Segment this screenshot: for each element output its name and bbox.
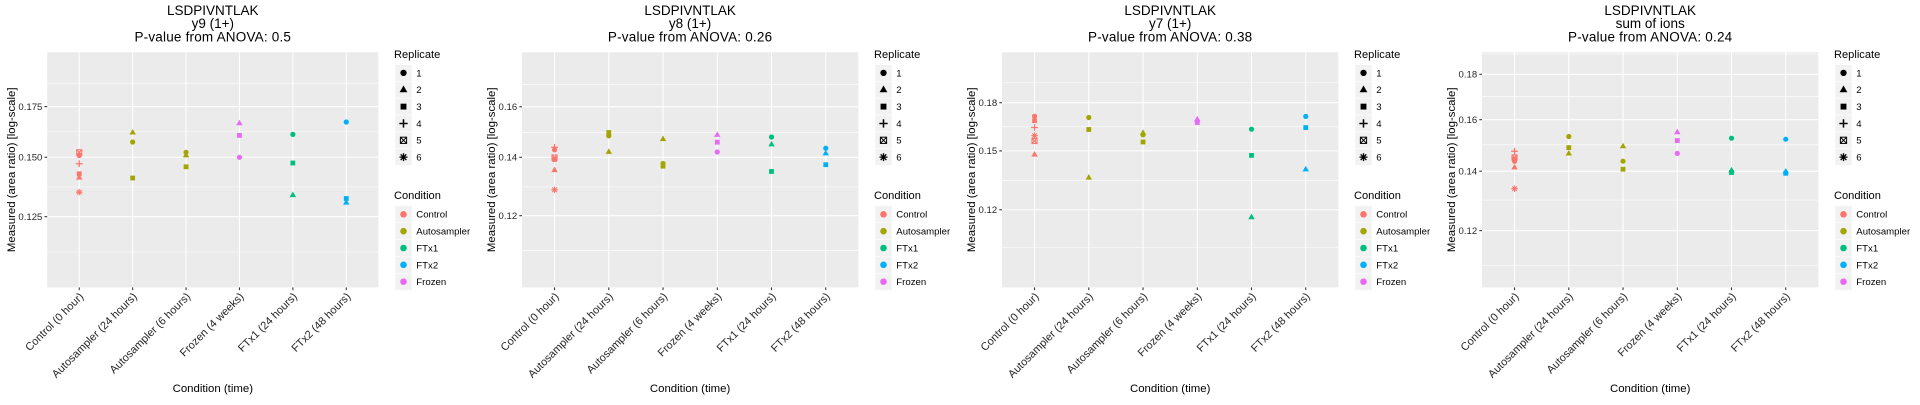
svg-text:5: 5 [896,136,901,147]
svg-text:LSDPIVNTLAK: LSDPIVNTLAK [167,3,259,18]
svg-text:0.18: 0.18 [979,98,998,109]
svg-text:4: 4 [896,119,902,130]
svg-text:Replicate: Replicate [1834,49,1880,61]
svg-text:0.14: 0.14 [1459,167,1478,178]
svg-text:Autosampler: Autosampler [896,227,951,238]
svg-text:3: 3 [1856,102,1861,113]
svg-text:6: 6 [1376,153,1381,164]
svg-text:1: 1 [896,68,901,79]
svg-text:0.14: 0.14 [499,153,518,164]
svg-text:Frozen: Frozen [416,277,446,288]
svg-text:FTx1: FTx1 [1376,243,1398,254]
svg-text:LSDPIVNTLAK: LSDPIVNTLAK [644,3,736,18]
svg-text:FTx1: FTx1 [416,243,438,254]
svg-text:FTx1: FTx1 [896,243,918,254]
svg-text:4: 4 [416,119,422,130]
svg-text:0.16: 0.16 [1459,115,1478,126]
svg-text:6: 6 [416,153,421,164]
svg-text:FTx1: FTx1 [1856,243,1878,254]
svg-text:Replicate: Replicate [1354,49,1400,61]
svg-text:3: 3 [896,102,901,113]
svg-text:Condition: Condition [1834,190,1881,202]
svg-text:0.16: 0.16 [499,102,518,113]
svg-text:Autosampler: Autosampler [416,227,471,238]
svg-text:4: 4 [1376,119,1382,130]
svg-text:1: 1 [1376,68,1381,79]
svg-text:0.12: 0.12 [499,211,518,222]
svg-text:0.12: 0.12 [979,205,998,216]
svg-text:Condition: Condition [1354,190,1401,202]
svg-text:Condition (time): Condition (time) [1610,383,1691,395]
svg-text:Frozen: Frozen [896,277,926,288]
svg-text:y7 (1+): y7 (1+) [1149,16,1191,31]
svg-text:6: 6 [896,153,901,164]
svg-text:Condition (time): Condition (time) [1130,383,1211,395]
svg-text:Control: Control [416,210,447,221]
svg-text:Autosampler: Autosampler [1376,227,1431,238]
svg-text:FTx2: FTx2 [1376,260,1398,271]
svg-text:Measured (area ratio) [log-sca: Measured (area ratio) [log-scale] [6,87,18,252]
svg-text:Measured (area ratio) [log-sca: Measured (area ratio) [log-scale] [486,87,498,252]
svg-text:Control: Control [1376,210,1407,221]
svg-text:2: 2 [1856,85,1861,96]
svg-text:1: 1 [1856,68,1861,79]
svg-text:5: 5 [1376,136,1381,147]
svg-text:6: 6 [1856,153,1861,164]
svg-text:1: 1 [416,68,421,79]
svg-text:Control: Control [1856,210,1887,221]
svg-text:Measured (area ratio) [log-sca: Measured (area ratio) [log-scale] [1446,87,1458,252]
svg-text:LSDPIVNTLAK: LSDPIVNTLAK [1124,3,1216,18]
svg-text:0.12: 0.12 [1459,226,1478,237]
svg-text:y8 (1+): y8 (1+) [669,16,711,31]
svg-text:0.125: 0.125 [18,212,42,223]
svg-text:5: 5 [416,136,421,147]
svg-text:P-value from ANOVA: 0.24: P-value from ANOVA: 0.24 [1568,29,1733,44]
svg-text:Measured (area ratio) [log-sca: Measured (area ratio) [log-scale] [966,87,978,252]
svg-text:4: 4 [1856,119,1862,130]
svg-text:LSDPIVNTLAK: LSDPIVNTLAK [1604,3,1696,18]
svg-text:Replicate: Replicate [874,49,920,61]
svg-text:y9 (1+): y9 (1+) [192,16,234,31]
svg-text:P-value from ANOVA: 0.38: P-value from ANOVA: 0.38 [1088,29,1252,44]
svg-text:0.18: 0.18 [1459,70,1478,81]
svg-text:2: 2 [1376,85,1381,96]
svg-text:2: 2 [896,85,901,96]
svg-text:sum of ions: sum of ions [1616,16,1685,31]
svg-text:Condition (time): Condition (time) [650,383,731,395]
svg-text:5: 5 [1856,136,1861,147]
svg-text:Condition: Condition [874,190,921,202]
svg-text:FTx2: FTx2 [416,260,438,271]
svg-text:Control: Control [896,210,927,221]
svg-text:2: 2 [416,85,421,96]
svg-text:FTx2: FTx2 [896,260,918,271]
svg-text:P-value from ANOVA: 0.5: P-value from ANOVA: 0.5 [134,29,291,44]
svg-text:P-value from ANOVA: 0.26: P-value from ANOVA: 0.26 [608,29,772,44]
svg-text:FTx2: FTx2 [1856,260,1878,271]
svg-text:0.175: 0.175 [18,102,42,113]
svg-text:Condition (time): Condition (time) [173,383,254,395]
svg-text:Frozen: Frozen [1376,277,1406,288]
svg-text:Replicate: Replicate [394,49,440,61]
svg-text:Frozen: Frozen [1856,277,1886,288]
svg-text:Autosampler: Autosampler [1856,227,1911,238]
svg-text:3: 3 [416,102,421,113]
svg-text:Condition: Condition [394,190,441,202]
svg-text:0.15: 0.15 [979,146,998,157]
svg-text:0.150: 0.150 [18,153,42,164]
svg-text:3: 3 [1376,102,1381,113]
